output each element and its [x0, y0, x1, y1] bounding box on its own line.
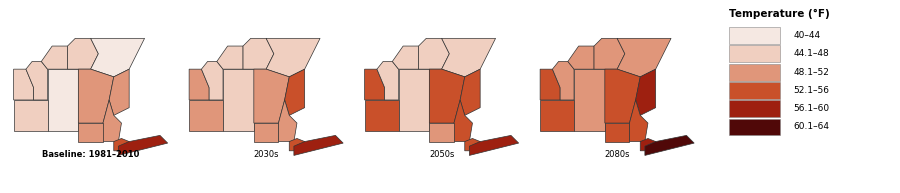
Polygon shape — [364, 100, 399, 131]
Bar — [729, 100, 779, 117]
Text: 44.1–48: 44.1–48 — [794, 49, 829, 58]
Polygon shape — [540, 100, 574, 131]
Bar — [729, 27, 779, 44]
Polygon shape — [442, 38, 496, 77]
Polygon shape — [91, 38, 145, 77]
Bar — [729, 64, 779, 80]
Polygon shape — [103, 100, 122, 141]
Polygon shape — [399, 69, 429, 131]
Polygon shape — [48, 69, 78, 131]
Polygon shape — [418, 38, 449, 69]
Polygon shape — [392, 46, 418, 69]
Text: 2030s: 2030s — [254, 150, 279, 159]
Polygon shape — [540, 69, 560, 100]
Polygon shape — [217, 46, 243, 69]
Polygon shape — [113, 138, 130, 151]
Text: Temperature (°F): Temperature (°F) — [729, 9, 829, 19]
Polygon shape — [202, 61, 223, 100]
Polygon shape — [645, 135, 694, 155]
Polygon shape — [14, 100, 48, 131]
Polygon shape — [454, 100, 473, 141]
Polygon shape — [189, 69, 209, 100]
Polygon shape — [41, 46, 68, 69]
Text: Baseline: 1981–2010: Baseline: 1981–2010 — [42, 150, 140, 159]
Polygon shape — [14, 69, 33, 100]
Polygon shape — [629, 100, 648, 141]
Polygon shape — [26, 61, 48, 100]
Polygon shape — [429, 123, 454, 141]
Polygon shape — [284, 69, 305, 115]
Polygon shape — [78, 123, 103, 141]
Text: 2080s: 2080s — [605, 150, 630, 159]
Text: 60.1–64: 60.1–64 — [794, 123, 830, 131]
Text: 40–44: 40–44 — [794, 31, 821, 40]
Polygon shape — [635, 69, 656, 115]
Polygon shape — [553, 61, 574, 100]
Polygon shape — [289, 138, 305, 151]
Polygon shape — [464, 138, 481, 151]
Polygon shape — [460, 69, 481, 115]
Polygon shape — [470, 135, 518, 155]
Polygon shape — [223, 69, 254, 131]
Polygon shape — [278, 100, 297, 141]
Polygon shape — [594, 38, 625, 69]
Text: 56.1–60: 56.1–60 — [794, 104, 830, 113]
Polygon shape — [377, 61, 399, 100]
Polygon shape — [68, 38, 98, 69]
Polygon shape — [574, 69, 605, 131]
Text: 48.1–52: 48.1–52 — [794, 68, 830, 77]
Polygon shape — [119, 135, 167, 155]
Polygon shape — [78, 69, 113, 123]
Polygon shape — [640, 138, 656, 151]
Bar — [729, 119, 779, 135]
Polygon shape — [254, 123, 278, 141]
Polygon shape — [254, 69, 289, 123]
Polygon shape — [109, 69, 130, 115]
Polygon shape — [568, 46, 594, 69]
Polygon shape — [266, 38, 320, 77]
Polygon shape — [294, 135, 343, 155]
Polygon shape — [605, 69, 640, 123]
Bar — [729, 82, 779, 99]
Polygon shape — [243, 38, 274, 69]
Polygon shape — [189, 100, 223, 131]
Text: 52.1–56: 52.1–56 — [794, 86, 830, 95]
Bar — [729, 45, 779, 62]
Polygon shape — [364, 69, 384, 100]
Polygon shape — [429, 69, 464, 123]
Text: 2050s: 2050s — [429, 150, 454, 159]
Polygon shape — [605, 123, 629, 141]
Polygon shape — [617, 38, 671, 77]
